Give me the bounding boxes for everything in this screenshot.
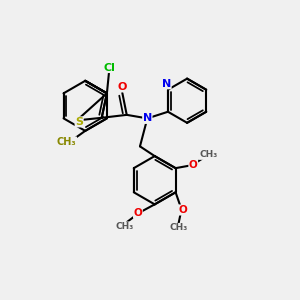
Text: N: N bbox=[143, 113, 152, 123]
Text: CH₃: CH₃ bbox=[169, 224, 188, 232]
Text: CH₃: CH₃ bbox=[57, 137, 76, 147]
Text: O: O bbox=[118, 82, 127, 92]
Text: CH₃: CH₃ bbox=[116, 222, 134, 231]
Text: CH₃: CH₃ bbox=[199, 150, 218, 159]
Text: O: O bbox=[178, 205, 187, 215]
Text: O: O bbox=[189, 160, 198, 170]
Text: N: N bbox=[162, 79, 171, 89]
Text: O: O bbox=[134, 208, 142, 218]
Text: Cl: Cl bbox=[103, 62, 115, 73]
Text: S: S bbox=[75, 117, 83, 127]
